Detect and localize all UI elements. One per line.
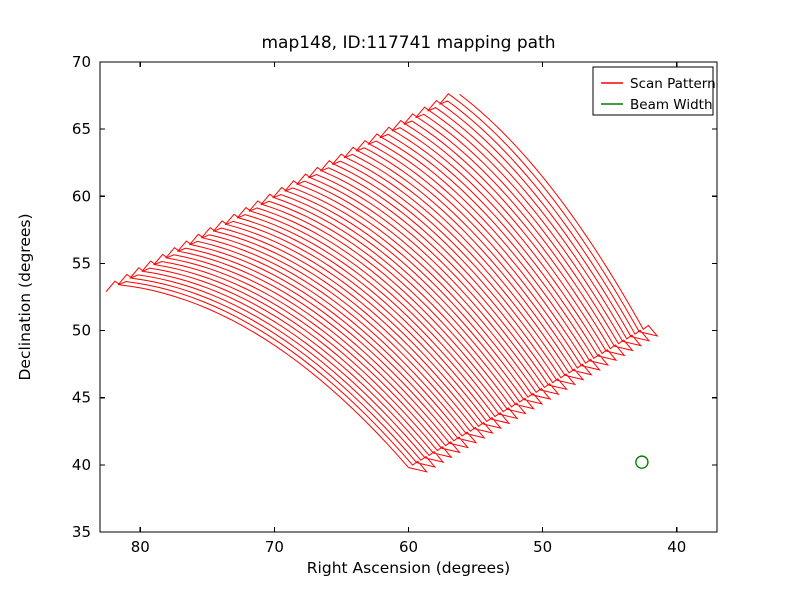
y-axis-label: Declination (degrees) xyxy=(16,213,34,380)
y-tick-label: 40 xyxy=(72,456,91,474)
legend-label-2: Beam Width xyxy=(630,97,713,113)
y-tick-label: 60 xyxy=(72,187,91,205)
plot-legend[interactable]: Scan Pattern Beam Width xyxy=(592,66,716,116)
x-axis-label: Right Ascension (degrees) xyxy=(307,559,510,577)
x-tick-label: 80 xyxy=(131,538,150,556)
x-tick-label: 70 xyxy=(265,538,284,556)
y-tick-label: 55 xyxy=(72,254,91,272)
y-tick-label: 70 xyxy=(72,53,91,71)
y-tick-label: 45 xyxy=(72,389,91,407)
x-tick-label: 50 xyxy=(533,538,552,556)
y-axis-ticks: 35 40 45 50 55 60 65 70 xyxy=(72,53,717,541)
x-tick-label: 40 xyxy=(667,538,686,556)
y-tick-label: 50 xyxy=(72,322,91,340)
beam-width-marker xyxy=(635,455,649,469)
y-tick-label: 35 xyxy=(72,523,91,541)
x-tick-label: 60 xyxy=(399,538,418,556)
y-tick-label: 65 xyxy=(72,120,91,138)
scan-pattern-series xyxy=(105,93,659,473)
legend-label-1: Scan Pattern xyxy=(630,76,716,92)
scan-pattern-path xyxy=(105,93,659,473)
page-title: map148, ID:117741 mapping path xyxy=(261,33,555,53)
beam-width-series xyxy=(635,455,649,469)
x-axis-ticks: 80 70 60 50 40 xyxy=(131,62,686,556)
legend-box xyxy=(592,66,714,116)
